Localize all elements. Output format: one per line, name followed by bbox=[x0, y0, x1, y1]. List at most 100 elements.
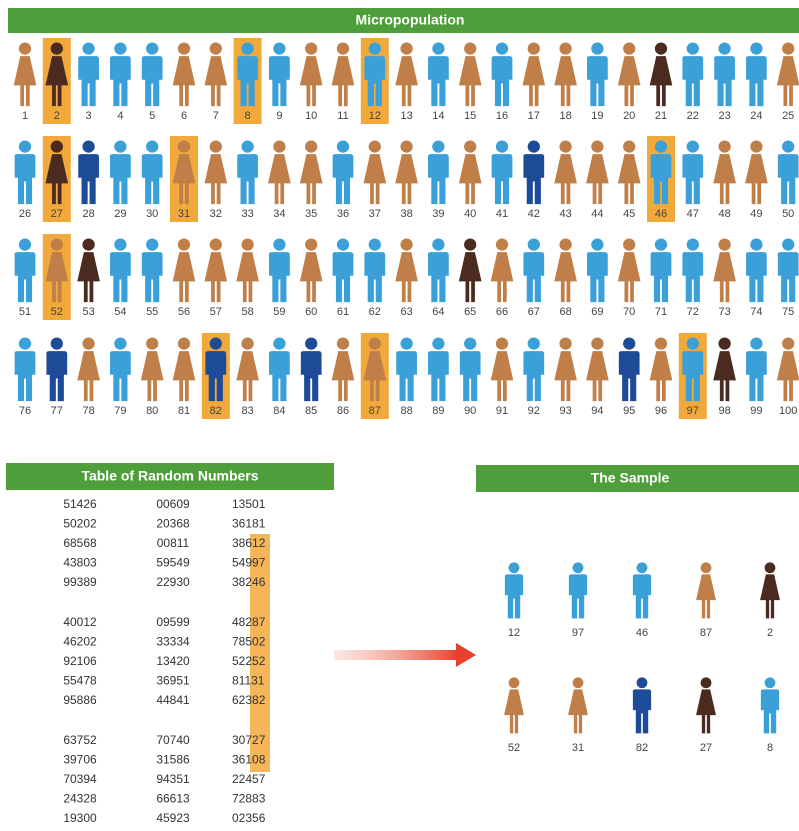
body bbox=[554, 56, 577, 106]
person-number: 92 bbox=[528, 405, 540, 417]
body bbox=[395, 56, 418, 106]
body bbox=[619, 351, 640, 401]
person-number: 1 bbox=[22, 110, 28, 122]
body bbox=[491, 351, 514, 401]
head bbox=[19, 140, 31, 152]
random-number: 95886 bbox=[63, 693, 97, 707]
person-number: 44 bbox=[591, 208, 603, 220]
male-figure bbox=[746, 238, 767, 302]
head bbox=[178, 238, 190, 250]
head bbox=[146, 42, 158, 54]
body bbox=[569, 574, 587, 618]
male-figure bbox=[301, 337, 322, 401]
person-number: 47 bbox=[687, 208, 699, 220]
head bbox=[432, 140, 444, 152]
head bbox=[573, 562, 584, 573]
male-figure bbox=[523, 238, 544, 302]
random-number: 13501 bbox=[232, 497, 266, 511]
body bbox=[78, 56, 99, 106]
female-figure bbox=[141, 337, 164, 401]
body bbox=[269, 56, 290, 106]
person-number: 11 bbox=[337, 110, 348, 122]
sample-number: 12 bbox=[508, 627, 520, 639]
body bbox=[713, 351, 736, 401]
head bbox=[178, 42, 190, 54]
head bbox=[559, 140, 571, 152]
male-figure bbox=[110, 337, 131, 401]
person-number: 53 bbox=[82, 306, 94, 318]
person-number: 8 bbox=[245, 110, 251, 122]
female-figure bbox=[618, 140, 641, 204]
sample-number: 52 bbox=[508, 742, 520, 754]
person-number: 57 bbox=[210, 306, 222, 318]
person-number: 78 bbox=[82, 405, 94, 417]
male-figure bbox=[460, 337, 481, 401]
person-number: 55 bbox=[146, 306, 158, 318]
male-figure bbox=[428, 42, 449, 106]
head bbox=[114, 42, 126, 54]
head bbox=[432, 238, 444, 250]
head bbox=[496, 42, 508, 54]
random-number: 99389 bbox=[63, 575, 97, 589]
male-figure bbox=[633, 677, 651, 733]
head bbox=[623, 42, 635, 54]
body bbox=[142, 154, 163, 204]
body bbox=[696, 574, 716, 618]
male-figure bbox=[569, 562, 587, 618]
female-figure bbox=[713, 140, 736, 204]
male-figure bbox=[778, 238, 799, 302]
head bbox=[591, 140, 603, 152]
person-number: 32 bbox=[210, 208, 222, 220]
body bbox=[236, 252, 259, 302]
female-figure bbox=[777, 337, 799, 401]
body bbox=[650, 351, 673, 401]
female-figure bbox=[745, 140, 768, 204]
male-figure bbox=[778, 140, 799, 204]
female-figure bbox=[204, 42, 227, 106]
body bbox=[428, 351, 449, 401]
female-figure bbox=[173, 337, 196, 401]
person-number: 16 bbox=[496, 110, 508, 122]
head bbox=[496, 140, 508, 152]
head bbox=[400, 140, 412, 152]
body bbox=[300, 252, 323, 302]
male-figure bbox=[492, 42, 513, 106]
head bbox=[782, 140, 794, 152]
male-figure bbox=[682, 140, 703, 204]
head bbox=[369, 238, 381, 250]
head bbox=[51, 42, 63, 54]
person-number: 29 bbox=[114, 208, 126, 220]
head bbox=[528, 140, 540, 152]
person-number: 48 bbox=[718, 208, 730, 220]
female-figure bbox=[696, 562, 716, 618]
body bbox=[504, 689, 524, 733]
person-number: 73 bbox=[718, 306, 730, 318]
head bbox=[464, 337, 476, 349]
person-number: 72 bbox=[687, 306, 699, 318]
person-number: 19 bbox=[591, 110, 603, 122]
head bbox=[655, 140, 667, 152]
female-figure bbox=[554, 337, 577, 401]
random-number: 33334 bbox=[156, 635, 190, 649]
head bbox=[701, 562, 712, 573]
person-number: 20 bbox=[623, 110, 635, 122]
body bbox=[713, 154, 736, 204]
body bbox=[618, 252, 641, 302]
female-figure bbox=[491, 238, 514, 302]
female-figure bbox=[554, 42, 577, 106]
random-number: 94351 bbox=[156, 772, 190, 786]
person-number: 23 bbox=[718, 110, 730, 122]
person-number: 54 bbox=[114, 306, 126, 318]
head bbox=[655, 238, 667, 250]
head bbox=[273, 238, 285, 250]
person-number: 60 bbox=[305, 306, 317, 318]
person-number: 21 bbox=[655, 110, 667, 122]
random-number: 70394 bbox=[63, 772, 97, 786]
person-number: 24 bbox=[750, 110, 762, 122]
person-number: 70 bbox=[623, 306, 635, 318]
female-figure bbox=[332, 42, 355, 106]
body bbox=[141, 351, 164, 401]
random-number: 38246 bbox=[232, 575, 266, 589]
person-number: 51 bbox=[19, 306, 31, 318]
head bbox=[19, 42, 31, 54]
